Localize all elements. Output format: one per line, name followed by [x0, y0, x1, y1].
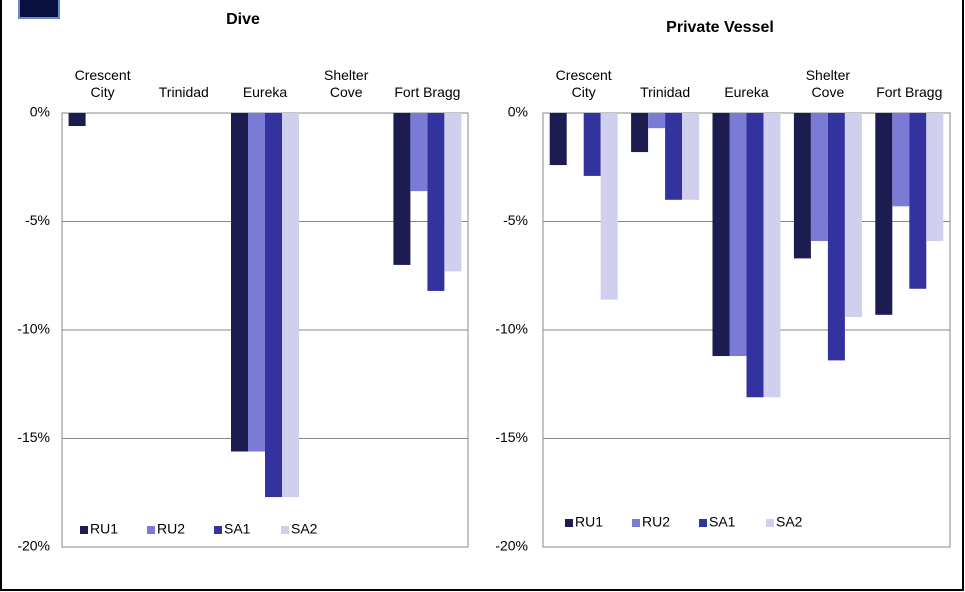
logo: [18, 0, 60, 19]
x-tick-label-box: Crescent City: [544, 61, 624, 101]
y-tick-label: -15%: [17, 429, 50, 445]
bar: [68, 113, 86, 127]
bar: [410, 113, 428, 192]
x-tick-label-box: Shelter Cove: [306, 61, 386, 101]
y-tick-label: -5%: [503, 212, 528, 228]
y-tick-label: -5%: [25, 212, 50, 228]
bar: [648, 113, 666, 129]
bar: [729, 113, 747, 357]
bar: [665, 113, 683, 200]
bar: [810, 113, 828, 242]
bar: [844, 113, 862, 317]
x-tick-label-box: Shelter Cove: [788, 61, 868, 101]
legend-label: RU2: [642, 514, 670, 530]
legend-swatch: [214, 526, 222, 534]
y-tick-label: -10%: [495, 321, 528, 337]
x-tick-label-box: Trinidad: [144, 61, 224, 101]
bar: [600, 113, 618, 300]
x-tick-label-box: Fort Bragg: [387, 61, 467, 101]
bar: [231, 113, 248, 452]
x-tick-label: Trinidad: [640, 84, 691, 100]
bar: [444, 113, 462, 272]
bar: [909, 113, 927, 289]
bar: [763, 113, 781, 398]
x-tick-label: Trinidad: [158, 84, 209, 100]
bar: [583, 113, 601, 176]
bar: [393, 113, 411, 265]
x-tick-label: Fort Bragg: [876, 84, 943, 100]
x-tick-label: Shelter Cove: [805, 67, 851, 100]
y-tick-label: 0%: [508, 104, 528, 120]
legend-label: SA1: [709, 514, 736, 530]
y-tick-label: -20%: [17, 538, 50, 554]
legend-label: RU1: [90, 521, 118, 537]
legend-swatch: [766, 519, 774, 527]
x-tick-label-box: Crescent City: [63, 61, 143, 101]
legend-swatch: [147, 526, 155, 534]
x-tick-label-box: Fort Bragg: [869, 61, 949, 101]
bar: [793, 113, 811, 259]
y-tick-label: 0%: [30, 104, 50, 120]
bar: [892, 113, 910, 207]
legend-swatch: [565, 519, 573, 527]
bar: [746, 113, 764, 398]
legend-label: RU1: [575, 514, 603, 530]
bar: [282, 113, 299, 498]
chart-title: Private Vessel: [666, 19, 774, 36]
bar: [875, 113, 893, 315]
x-tick-label: Fort Bragg: [394, 84, 461, 100]
legend-label: SA2: [291, 521, 318, 537]
bar: [682, 113, 700, 200]
legend-swatch: [80, 526, 88, 534]
y-tick-label: -10%: [17, 321, 50, 337]
bar: [549, 113, 567, 166]
bar: [265, 113, 282, 498]
legend-label: SA1: [224, 521, 251, 537]
legend-label: SA2: [776, 514, 803, 530]
legend-swatch: [281, 526, 289, 534]
legend-swatch: [632, 519, 640, 527]
x-tick-label-box: Eureka: [707, 61, 787, 101]
bar: [827, 113, 845, 361]
y-tick-label: -15%: [495, 429, 528, 445]
bar: [926, 113, 944, 242]
x-tick-label: Crescent City: [555, 67, 612, 100]
x-tick-label-box: Eureka: [225, 61, 305, 101]
bar: [427, 113, 445, 291]
x-tick-label: Eureka: [242, 84, 288, 100]
bar: [631, 113, 649, 153]
x-tick-label-box: Trinidad: [625, 61, 705, 101]
legend-label: RU2: [157, 521, 185, 537]
y-tick-label: -20%: [495, 538, 528, 554]
chart-title: Dive: [226, 11, 260, 28]
legend-swatch: [699, 519, 707, 527]
x-tick-label: Shelter Cove: [324, 67, 369, 100]
bar: [712, 113, 730, 357]
x-tick-label: Crescent City: [74, 67, 131, 100]
x-tick-label: Eureka: [724, 84, 769, 100]
bar: [248, 113, 265, 452]
